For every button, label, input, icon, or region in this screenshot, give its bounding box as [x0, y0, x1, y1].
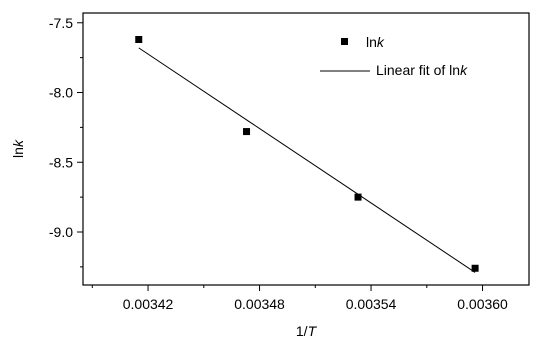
x-axis-title: 1/T	[296, 323, 318, 339]
y-tick-label: -7.5	[49, 15, 73, 31]
data-point	[471, 264, 479, 272]
x-axis: 0.00342 0.00348 0.00354 0.00360	[91, 285, 508, 312]
plot-frame	[82, 12, 530, 286]
data-point	[243, 128, 251, 136]
x-tick-label: 0.00360	[457, 296, 508, 312]
legend-label-linear-fit: Linear fit of lnk	[376, 62, 468, 78]
y-tick-label: -8.5	[49, 154, 73, 170]
legend-label-lnk: lnk	[366, 34, 385, 50]
x-tick-label: 0.00348	[234, 296, 285, 312]
x-tick-label: 0.00354	[346, 296, 397, 312]
data-point	[135, 36, 143, 44]
y-axis-title: lnk	[10, 139, 26, 158]
linear-fit-line	[138, 47, 476, 273]
y-tick-label: -9.0	[49, 224, 73, 240]
legend-marker-lnk	[341, 38, 348, 45]
y-axis: -9.0 -8.5 -8.0 -7.5	[49, 15, 83, 268]
data-point	[354, 193, 362, 201]
legend: lnk Linear fit of lnk	[320, 34, 468, 78]
y-tick-label: -8.0	[49, 85, 73, 101]
plot-series	[135, 36, 479, 273]
x-tick-label: 0.00342	[123, 296, 174, 312]
